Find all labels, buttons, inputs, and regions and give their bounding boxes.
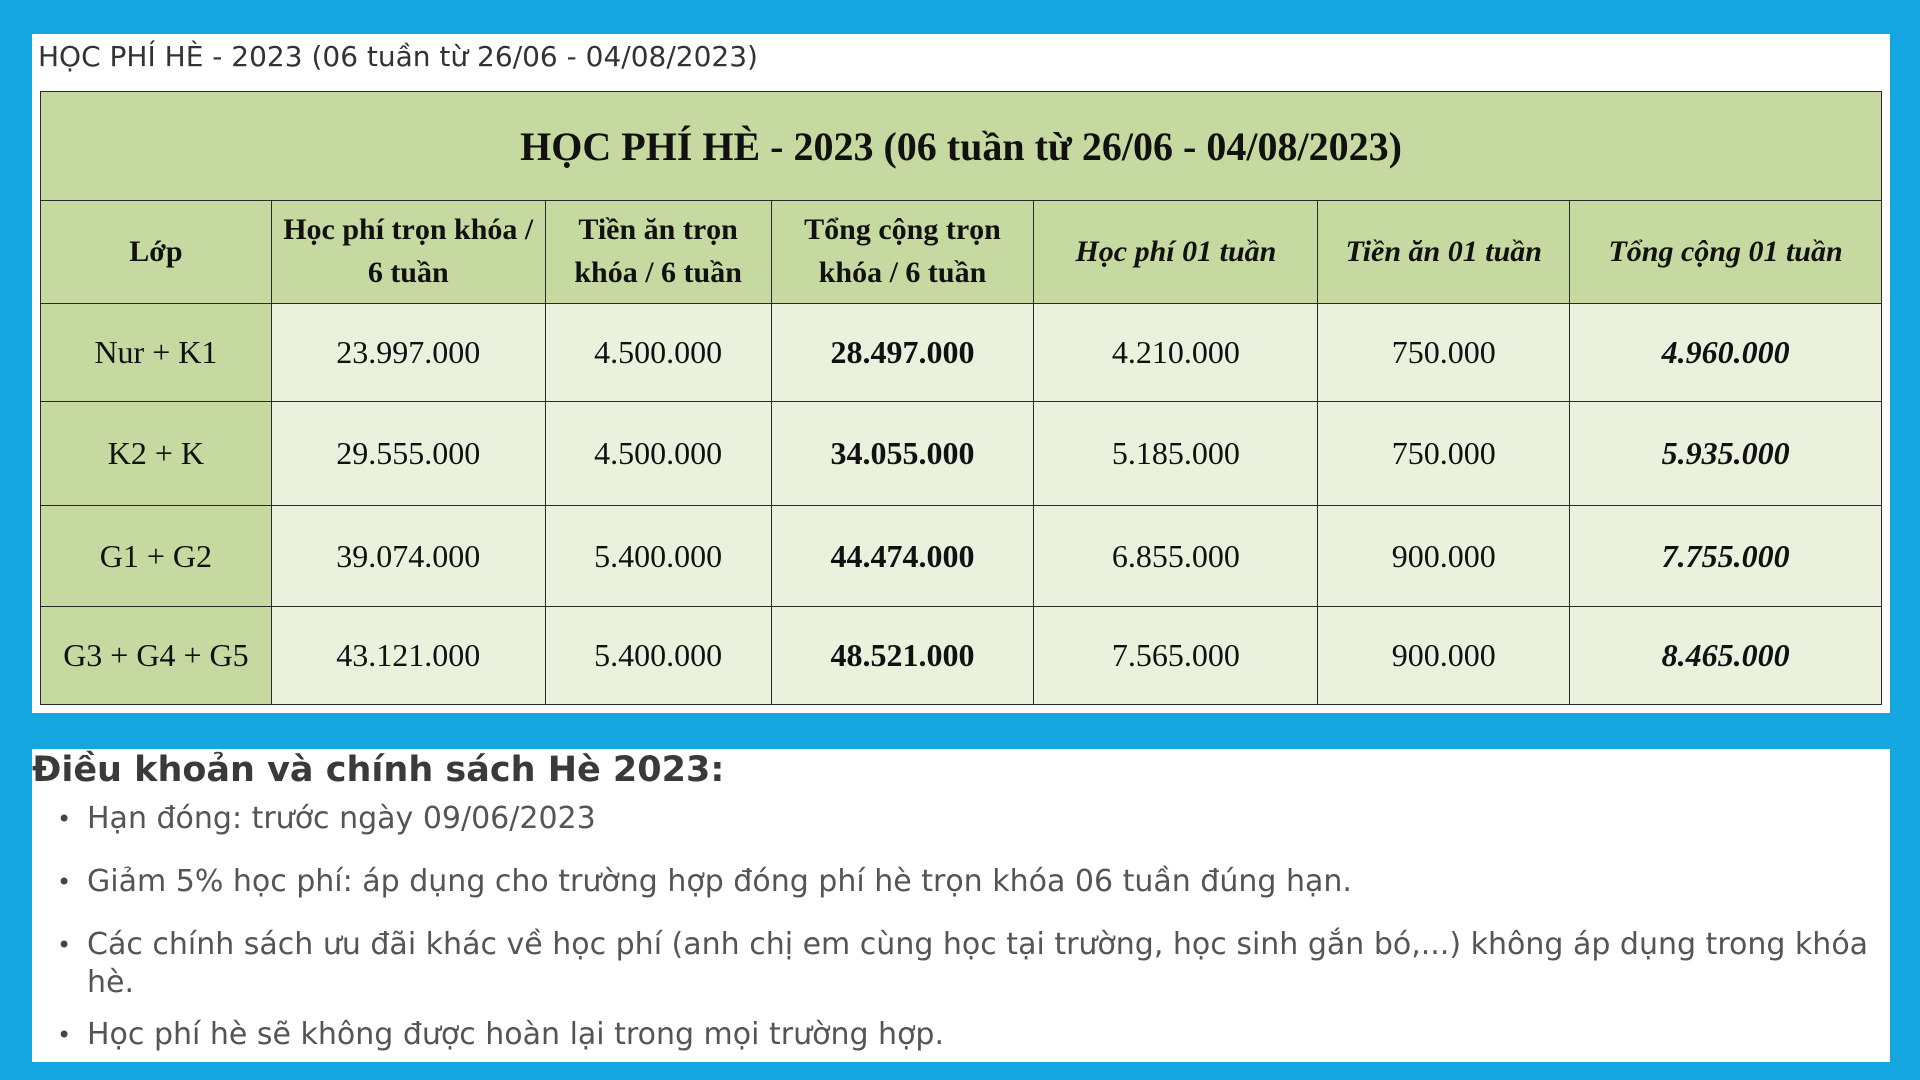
meals-course-cell: 4.500.000 bbox=[544, 303, 772, 402]
total-course-cell: 44.474.000 bbox=[770, 505, 1035, 607]
terms-title: Điều khoản và chính sách Hè 2023: bbox=[32, 750, 725, 790]
table-row: Nur + K1 23.997.000 4.500.000 28.497.000… bbox=[40, 303, 1882, 402]
tuition-course-cell: 29.555.000 bbox=[270, 401, 546, 506]
tuition-course-cell: 39.074.000 bbox=[270, 505, 546, 607]
row-class-cell: K2 + K bbox=[40, 401, 272, 506]
row-class-cell: G3 + G4 + G5 bbox=[40, 606, 272, 705]
header-total-week: Tổng cộng 01 tuần bbox=[1569, 200, 1882, 304]
table-row: G3 + G4 + G5 43.121.000 5.400.000 48.521… bbox=[40, 606, 1882, 705]
total-week-cell: 4.960.000 bbox=[1569, 303, 1882, 402]
tuition-week-cell: 4.210.000 bbox=[1033, 303, 1319, 402]
tuition-course-cell: 43.121.000 bbox=[270, 606, 546, 705]
total-course-cell: 34.055.000 bbox=[770, 401, 1035, 506]
row-class-cell: G1 + G2 bbox=[40, 505, 272, 607]
meals-week-cell: 750.000 bbox=[1317, 401, 1571, 506]
fee-table: HỌC PHÍ HÈ - 2023 (06 tuần từ 26/06 - 04… bbox=[40, 91, 1882, 705]
table-title-row: HỌC PHÍ HÈ - 2023 (06 tuần từ 26/06 - 04… bbox=[40, 91, 1882, 201]
list-item: Các chính sách ưu đãi khác về học phí (a… bbox=[54, 926, 1890, 1002]
terms-panel: Điều khoản và chính sách Hè 2023: Hạn đó… bbox=[32, 749, 1890, 1062]
meals-course-cell: 5.400.000 bbox=[544, 606, 772, 705]
list-item: Giảm 5% học phí: áp dụng cho trường hợp … bbox=[54, 863, 1890, 901]
tuition-course-cell: 23.997.000 bbox=[270, 303, 546, 402]
header-meals-week: Tiền ăn 01 tuần bbox=[1317, 200, 1571, 304]
page-caption: HỌC PHÍ HÈ - 2023 (06 tuần từ 26/06 - 04… bbox=[38, 40, 758, 73]
table-header-row: Lớp Học phí trọn khóa / 6 tuần Tiền ăn t… bbox=[40, 200, 1882, 304]
tuition-week-cell: 5.185.000 bbox=[1033, 401, 1319, 506]
total-week-cell: 5.935.000 bbox=[1569, 401, 1882, 506]
meals-week-cell: 750.000 bbox=[1317, 303, 1571, 402]
header-total-course: Tổng cộng trọn khóa / 6 tuần bbox=[770, 200, 1035, 304]
meals-course-cell: 4.500.000 bbox=[544, 401, 772, 506]
tuition-week-cell: 6.855.000 bbox=[1033, 505, 1319, 607]
header-class: Lớp bbox=[40, 200, 272, 304]
header-tuition-week: Học phí 01 tuần bbox=[1033, 200, 1319, 304]
total-week-cell: 7.755.000 bbox=[1569, 505, 1882, 607]
table-title: HỌC PHÍ HÈ - 2023 (06 tuần từ 26/06 - 04… bbox=[40, 91, 1882, 201]
meals-course-cell: 5.400.000 bbox=[544, 505, 772, 607]
row-class-cell: Nur + K1 bbox=[40, 303, 272, 402]
fee-panel: HỌC PHÍ HÈ - 2023 (06 tuần từ 26/06 - 04… bbox=[32, 34, 1890, 713]
table-row: K2 + K 29.555.000 4.500.000 34.055.000 5… bbox=[40, 401, 1882, 506]
list-item: Học phí hè sẽ không được hoàn lại trong … bbox=[54, 1016, 1890, 1054]
header-tuition-course: Học phí trọn khóa / 6 tuần bbox=[270, 200, 546, 304]
header-meals-course: Tiền ăn trọn khóa / 6 tuần bbox=[544, 200, 772, 304]
tuition-week-cell: 7.565.000 bbox=[1033, 606, 1319, 705]
terms-list: Hạn đóng: trước ngày 09/06/2023 Giảm 5% … bbox=[54, 800, 1890, 1054]
meals-week-cell: 900.000 bbox=[1317, 606, 1571, 705]
total-course-cell: 28.497.000 bbox=[770, 303, 1035, 402]
total-week-cell: 8.465.000 bbox=[1569, 606, 1882, 705]
table-row: G1 + G2 39.074.000 5.400.000 44.474.000 … bbox=[40, 505, 1882, 607]
list-item: Hạn đóng: trước ngày 09/06/2023 bbox=[54, 800, 1890, 838]
meals-week-cell: 900.000 bbox=[1317, 505, 1571, 607]
total-course-cell: 48.521.000 bbox=[770, 606, 1035, 705]
